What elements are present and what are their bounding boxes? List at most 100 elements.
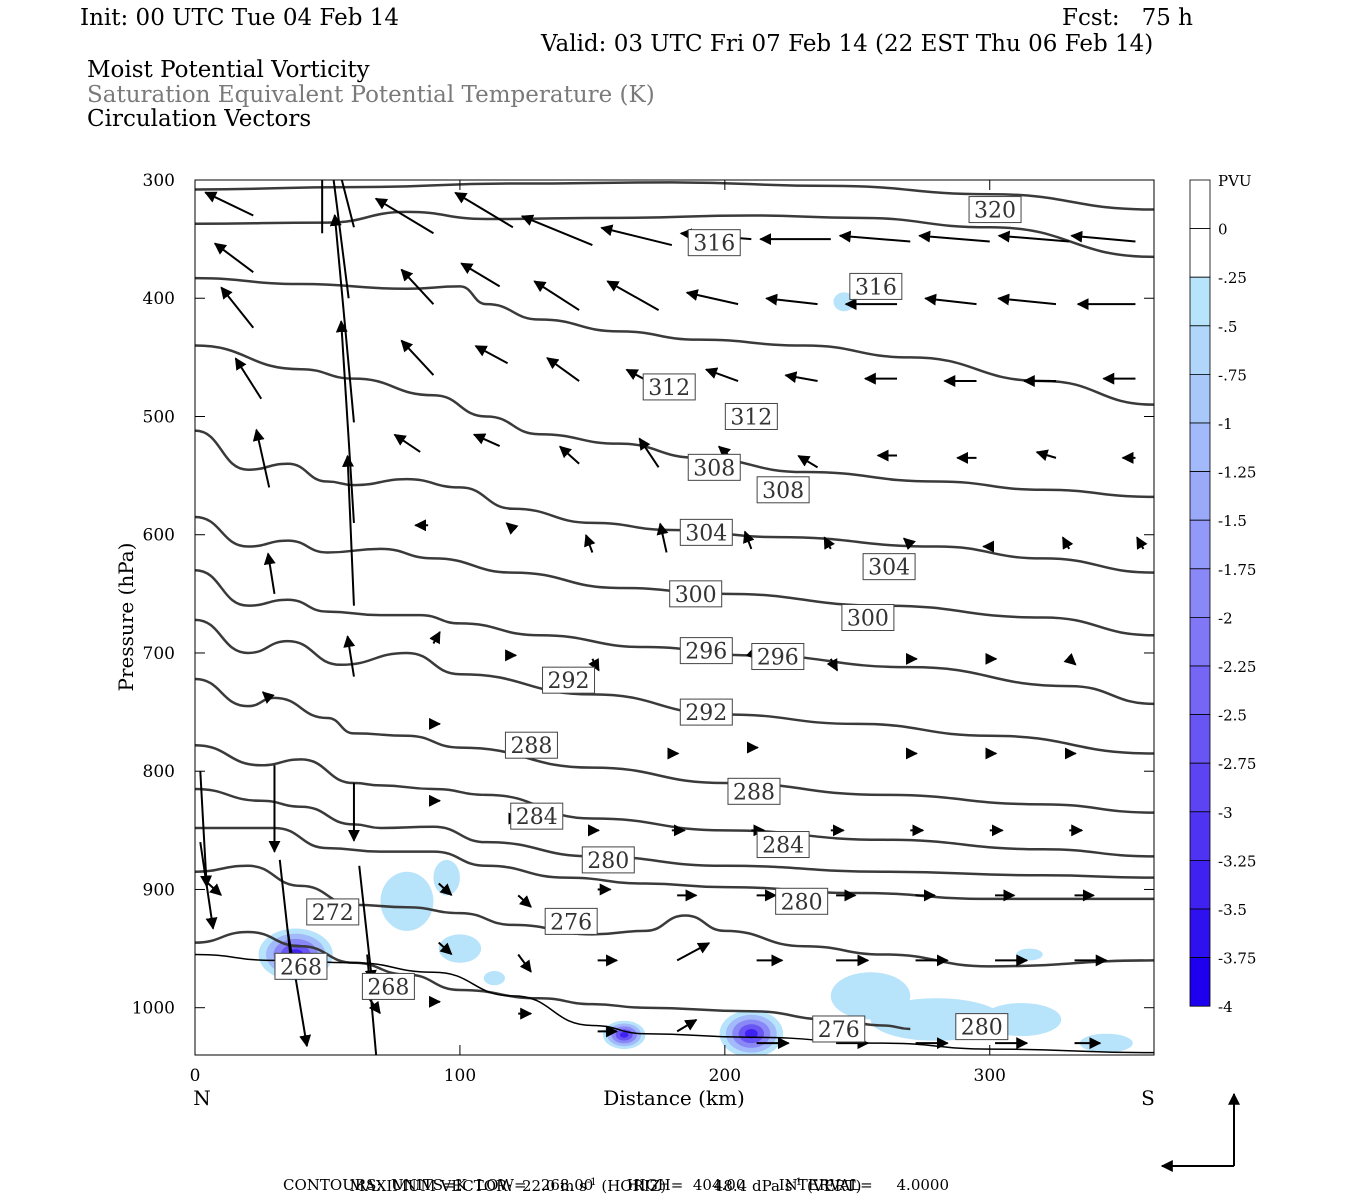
svg-text:276: 276 (550, 910, 592, 935)
contour-line-10 (195, 787, 1154, 879)
vector-17 (533, 280, 580, 311)
svg-text:280: 280 (587, 849, 629, 874)
vector-25 (220, 286, 255, 329)
vector-10 (918, 230, 990, 243)
vector-60 (1061, 536, 1074, 550)
vector-44 (797, 454, 819, 469)
svg-text:304: 304 (868, 556, 910, 581)
y-tick-label-6: 900 (143, 880, 175, 900)
contour-label-10: 300 (841, 604, 895, 632)
contour-label-2: 316 (849, 272, 903, 300)
colorbar-swatch-8 (1189, 568, 1211, 618)
vector-29 (546, 357, 580, 382)
contour-label-1: 316 (687, 229, 741, 257)
contour-line-3 (195, 344, 1154, 499)
vector-32 (784, 371, 818, 384)
vector-55 (656, 522, 669, 553)
colorbar-label-10: -2.5 (1218, 707, 1247, 725)
vector-19 (685, 289, 739, 306)
colorbar-swatch-16 (1189, 957, 1211, 1007)
vector-20 (765, 293, 818, 306)
pv-blob-5 (744, 1028, 758, 1039)
colorbar: PVU 0 -.25 -.5 -.75 -1 -1.25 -1.5 -1.75 -2 -2.25 -2… (1189, 172, 1256, 1016)
vector-90 (199, 842, 218, 930)
contour-line-1 (195, 210, 1154, 259)
contour-label-18: 284 (756, 831, 810, 859)
x-tick-label-3: 300 (974, 1066, 1006, 1086)
contour-label-11: 296 (679, 637, 733, 665)
vector-1 (204, 191, 254, 217)
y-tick-label-5: 800 (143, 762, 175, 782)
svg-text:280: 280 (781, 890, 823, 915)
vector-22 (924, 293, 977, 306)
contour-label-7: 304 (679, 518, 733, 546)
vector-56 (743, 530, 755, 550)
colorbar-label-2: -.5 (1218, 318, 1237, 336)
svg-text:308: 308 (762, 479, 804, 504)
vector-39 (393, 433, 421, 453)
colorbar-swatch-1 (1189, 228, 1211, 278)
svg-text:276: 276 (818, 1018, 860, 1043)
colorbar-swatch-9 (1189, 617, 1211, 667)
vector-61 (1136, 536, 1148, 550)
svg-text:300: 300 (847, 607, 889, 632)
vector-54 (584, 534, 596, 553)
vector-6 (600, 224, 673, 247)
colorbar-swatch-14 (1189, 860, 1211, 910)
vector-66 (588, 658, 600, 672)
pv-blob-2 (438, 934, 482, 963)
vector-3 (374, 197, 434, 235)
contour-labels: 320 316 316 312 312 308 308 304 304 300 300 296 296 2… (274, 196, 1022, 1043)
colorbar-label-15: -3.75 (1218, 950, 1256, 968)
field-title-vectors: Circulation Vectors (87, 106, 312, 132)
x-start-label: N (193, 1086, 211, 1110)
svg-text:312: 312 (730, 405, 772, 430)
x-tick-label-0: 0 (190, 1066, 201, 1086)
contour-label-26: 280 (955, 1013, 1009, 1041)
contour-label-4: 312 (724, 402, 778, 430)
pv-blob-4 (619, 1032, 629, 1038)
vector-12 (1070, 230, 1136, 243)
colorbar-swatch-6 (1189, 471, 1211, 521)
svg-text:284: 284 (762, 834, 804, 859)
colorbar-swatch-11 (1189, 714, 1211, 764)
colorbar-label-8: -2 (1218, 609, 1233, 627)
y-tick-label-2: 500 (143, 407, 175, 427)
vector-118 (676, 1018, 698, 1033)
x-tick-label-2: 200 (709, 1066, 741, 1086)
vector-5 (520, 214, 593, 246)
y-tick-label-7: 1000 (132, 999, 175, 1019)
svg-text:316: 316 (693, 232, 735, 257)
svg-text:320: 320 (974, 199, 1016, 224)
colorbar-swatch-12 (1189, 762, 1211, 813)
svg-text:316: 316 (855, 275, 897, 300)
y-tick-label-1: 400 (143, 289, 175, 309)
vector-26 (329, 213, 355, 423)
colorbar-swatch-2 (1189, 276, 1211, 327)
colorbar-swatch-15 (1189, 908, 1211, 958)
svg-text:280: 280 (961, 1016, 1003, 1041)
x-tick-label-1: 100 (444, 1066, 476, 1086)
vector-50 (342, 454, 355, 606)
thetae-contours (195, 181, 1154, 1054)
colorbar-label-5: -1.25 (1218, 464, 1256, 482)
vector-13 (213, 242, 254, 274)
contour-label-14: 292 (679, 698, 733, 726)
vector-31 (704, 367, 739, 382)
vector-71 (1063, 652, 1077, 666)
vector-11 (997, 230, 1070, 243)
colorbar-label-4: -1 (1218, 415, 1233, 433)
svg-text:312: 312 (648, 376, 690, 401)
contour-label-9: 300 (669, 580, 723, 608)
vector-0 (340, 180, 355, 228)
svg-text:284: 284 (516, 805, 558, 830)
svg-text:296: 296 (685, 640, 727, 665)
pv-blob-12 (483, 971, 505, 986)
contour-line-6 (195, 568, 1154, 706)
contour-label-5: 308 (687, 453, 741, 481)
colorbar-label-9: -2.25 (1218, 658, 1256, 676)
vector-23 (997, 293, 1057, 306)
vector-38 (335, 320, 355, 523)
colorbar-swatch-0 (1189, 179, 1211, 229)
contour-line-4 (195, 429, 1154, 574)
